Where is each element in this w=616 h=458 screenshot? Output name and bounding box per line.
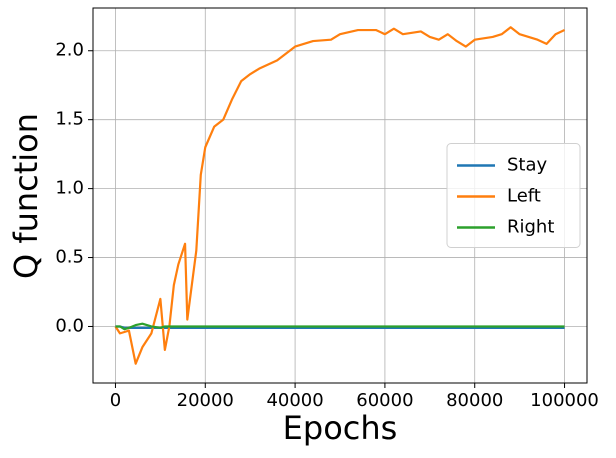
x-tick-label: 20000 — [177, 390, 234, 411]
y-tick-label: 0.5 — [55, 247, 84, 268]
legend-label: Left — [507, 186, 541, 207]
series-line — [114, 26, 566, 365]
legend-label: Stay — [507, 155, 548, 176]
legend-label: Right — [507, 217, 554, 238]
y-tick-label: 2.0 — [55, 40, 84, 61]
x-tick-label: 40000 — [266, 390, 323, 411]
series-line — [115, 325, 565, 329]
series-line — [115, 322, 565, 331]
y-tick-label: 1.5 — [55, 109, 84, 130]
x-tick-label: 0 — [110, 390, 121, 411]
x-tick-label: 60000 — [356, 390, 413, 411]
y-tick-label: 1.0 — [55, 178, 84, 199]
x-axis-label: Epochs — [283, 409, 398, 447]
plot-frame — [92, 7, 588, 384]
y-axis-label: Q function — [7, 113, 45, 279]
x-tick-label: 80000 — [446, 390, 503, 411]
x-tick-label: 100000 — [530, 390, 599, 411]
y-tick-label: 0.0 — [55, 315, 84, 336]
legend-box — [446, 143, 581, 248]
